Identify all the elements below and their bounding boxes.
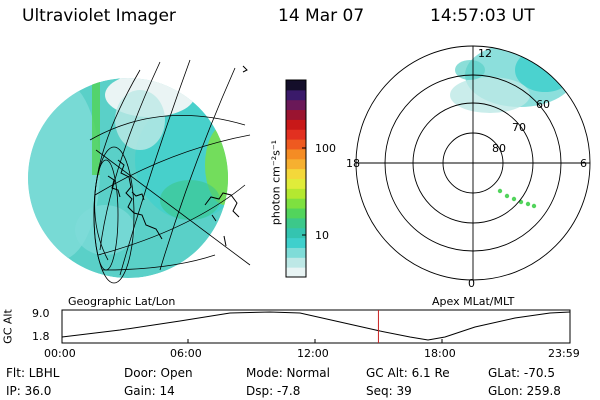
timeline-frame bbox=[61, 309, 571, 344]
info-glon: GLon: 259.8 bbox=[488, 384, 561, 398]
colorbar-band bbox=[286, 119, 306, 130]
info-dsp: Dsp: -7.8 bbox=[246, 384, 301, 398]
info-flt: Flt: LBHL bbox=[6, 366, 60, 380]
colorbar-ticks bbox=[302, 147, 306, 236]
mlt-label-6: 6 bbox=[580, 157, 587, 170]
lat-label-70: 70 bbox=[512, 121, 526, 134]
info-glat: GLat: -70.5 bbox=[488, 366, 555, 380]
geographic-grid bbox=[89, 59, 251, 284]
colorbar-band bbox=[286, 227, 306, 239]
colorbar-band bbox=[286, 198, 306, 209]
colorbar-band bbox=[286, 158, 306, 170]
colorbar-band bbox=[286, 188, 306, 199]
colorbar-band bbox=[286, 148, 306, 160]
colorbar-tick-10: 10 bbox=[315, 229, 329, 242]
timeline-xtick-0600: 06:00 bbox=[170, 347, 202, 360]
apex-grid bbox=[355, 45, 591, 281]
mlt-label-12: 12 bbox=[478, 47, 492, 60]
timeline-ytick-high: 9.0 bbox=[32, 307, 50, 320]
colorbar-band bbox=[286, 208, 306, 219]
colorbar-band bbox=[286, 99, 306, 111]
colorbar-band bbox=[286, 139, 306, 150]
colorbar-band bbox=[286, 217, 306, 229]
colorbar-band bbox=[286, 80, 306, 91]
colorbar-band bbox=[286, 129, 306, 140]
apex-image bbox=[450, 46, 575, 113]
timeline-xtick-1200: 12:00 bbox=[297, 347, 329, 360]
timeline-ticks bbox=[187, 339, 443, 343]
apex-aurora-dots bbox=[497, 188, 537, 209]
colorbar-band bbox=[286, 247, 306, 258]
timeline-ylabel: GC Alt bbox=[1, 309, 15, 344]
apex-panel-title: Apex MLat/MLT bbox=[432, 295, 515, 308]
time-label: 14:57:03 UT bbox=[430, 6, 535, 26]
colorbar-band bbox=[286, 237, 306, 248]
gc-alt-curve bbox=[61, 311, 571, 341]
colorbar-band bbox=[286, 267, 306, 278]
lat-label-80: 80 bbox=[492, 142, 506, 155]
info-gcalt: GC Alt: 6.1 Re bbox=[366, 366, 450, 380]
timeline-xtick-0000: 00:00 bbox=[44, 347, 76, 360]
mlt-label-18: 18 bbox=[346, 157, 360, 170]
colorbar-label: photon cm⁻²s⁻¹ bbox=[269, 139, 283, 226]
timeline-xtick-1800: 18:00 bbox=[424, 347, 456, 360]
colorbar-band bbox=[286, 168, 306, 179]
info-door: Door: Open bbox=[124, 366, 193, 380]
mlt-label-0: 0 bbox=[468, 277, 475, 290]
colorbar-band bbox=[286, 178, 306, 189]
colorbar-band bbox=[286, 89, 306, 101]
info-mode: Mode: Normal bbox=[246, 366, 330, 380]
colorbar-band bbox=[286, 257, 306, 268]
lat-label-60: 60 bbox=[536, 98, 550, 111]
instrument-title: Ultraviolet Imager bbox=[22, 6, 176, 26]
geo-panel-title: Geographic Lat/Lon bbox=[68, 295, 176, 308]
geographic-image bbox=[28, 78, 228, 278]
date-label: 14 Mar 07 bbox=[278, 6, 365, 26]
timeline-ytick-low: 1.8 bbox=[32, 330, 50, 343]
info-gain: Gain: 14 bbox=[124, 384, 175, 398]
colorbar-frame bbox=[285, 79, 307, 278]
colorbar bbox=[286, 80, 306, 278]
timeline-xtick-2359: 23:59 bbox=[548, 347, 580, 360]
info-ip: IP: 36.0 bbox=[6, 384, 52, 398]
colorbar-band bbox=[286, 109, 306, 120]
coastlines bbox=[107, 159, 240, 247]
colorbar-tick-100: 100 bbox=[315, 142, 336, 155]
edge-mark bbox=[242, 65, 248, 73]
info-seq: Seq: 39 bbox=[366, 384, 412, 398]
